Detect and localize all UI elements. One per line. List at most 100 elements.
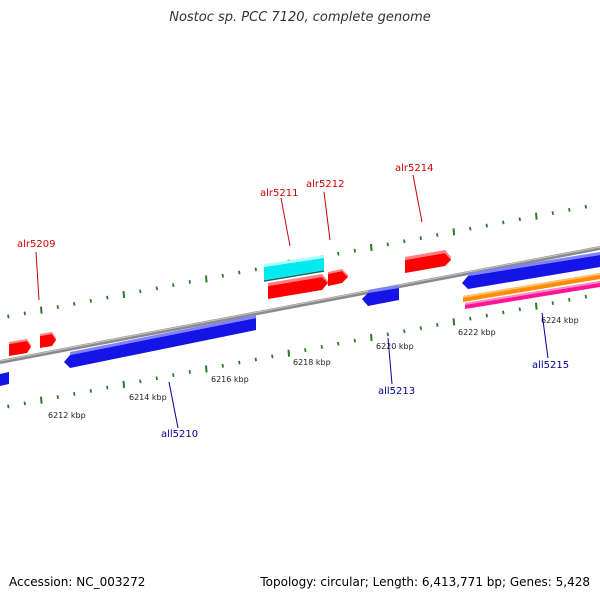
gene-label-alr5214[interactable]: alr5214 bbox=[395, 163, 433, 174]
scale-label: 6214 kbp bbox=[129, 393, 167, 402]
gene-labels: alr5209 all5210 alr5211 alr5212 all5213 … bbox=[17, 163, 569, 440]
minor-tick bbox=[436, 323, 439, 327]
minor-tick bbox=[221, 273, 224, 278]
minor-tick bbox=[155, 376, 158, 381]
minor-tick bbox=[139, 379, 142, 384]
gene-label-leaders bbox=[35, 174, 549, 429]
minor-tick bbox=[403, 239, 406, 244]
major-tick bbox=[40, 306, 43, 314]
gene-feature-all5210[interactable] bbox=[64, 315, 256, 368]
minor-tick bbox=[73, 392, 76, 396]
minor-tick bbox=[188, 280, 191, 284]
minor-tick bbox=[106, 385, 109, 390]
minor-tick bbox=[436, 233, 439, 237]
gene-feature-alr5211[interactable] bbox=[263, 255, 325, 282]
gene-feature-alr5212[interactable] bbox=[268, 274, 328, 299]
minor-tick bbox=[188, 370, 191, 374]
minor-tick bbox=[403, 329, 406, 334]
gene-label-all5210[interactable]: all5210 bbox=[161, 429, 198, 440]
scale-label: 6212 kbp bbox=[48, 411, 86, 420]
scale-label: 6224 kbp bbox=[541, 316, 579, 325]
minor-tick bbox=[353, 338, 356, 343]
major-tick bbox=[535, 302, 538, 310]
major-tick bbox=[122, 290, 126, 299]
minor-tick bbox=[419, 326, 422, 331]
gene-feature-alr5209[interactable] bbox=[40, 332, 56, 348]
minor-tick bbox=[320, 345, 323, 349]
scale-label: 6216 kbp bbox=[211, 375, 249, 384]
gene-feature-all5213[interactable] bbox=[362, 285, 399, 306]
minor-tick bbox=[584, 294, 587, 299]
gene-label-alr5209[interactable]: alr5209 bbox=[17, 239, 55, 250]
major-tick bbox=[452, 318, 456, 326]
minor-tick bbox=[238, 360, 241, 365]
minor-tick bbox=[73, 302, 76, 306]
scale-label: 6222 kbp bbox=[458, 328, 496, 337]
minor-tick bbox=[155, 286, 158, 291]
minor-tick bbox=[551, 301, 554, 305]
minor-tick bbox=[485, 223, 488, 228]
minor-tick bbox=[551, 211, 554, 215]
gene-label-alr5212[interactable]: alr5212 bbox=[306, 179, 344, 190]
minor-tick bbox=[139, 289, 142, 294]
minor-tick bbox=[485, 313, 488, 318]
minor-tick bbox=[56, 305, 59, 309]
minor-tick bbox=[271, 354, 274, 359]
gene-label-all5213[interactable]: all5213 bbox=[378, 386, 415, 397]
minor-tick bbox=[518, 217, 521, 222]
minor-tick bbox=[23, 311, 26, 316]
major-tick bbox=[122, 380, 126, 389]
gene-feature-red-small[interactable] bbox=[328, 269, 348, 286]
minor-tick bbox=[337, 251, 340, 256]
gene-label-alr5211[interactable]: alr5211 bbox=[260, 188, 298, 199]
minor-tick bbox=[254, 267, 257, 272]
major-tick bbox=[205, 275, 208, 283]
minor-tick bbox=[238, 270, 241, 275]
genome-backbone-highlight bbox=[0, 246, 600, 362]
gene-feature-magenta[interactable] bbox=[465, 281, 600, 309]
minor-tick bbox=[353, 248, 356, 253]
minor-tick bbox=[386, 242, 389, 247]
minor-tick bbox=[172, 283, 175, 288]
gene-feature-orange[interactable] bbox=[463, 273, 600, 302]
scale-label: 6220 kbp bbox=[376, 342, 414, 351]
map-title: Nostoc sp. PCC 7120, complete genome bbox=[169, 10, 431, 25]
scale-labels: 6212 kbp 6214 kbp 6216 kbp 6218 kbp 6220… bbox=[48, 316, 579, 420]
gene-feature-blue-partial[interactable] bbox=[0, 372, 9, 386]
minor-tick bbox=[254, 357, 257, 362]
minor-tick bbox=[89, 298, 92, 303]
minor-tick bbox=[106, 295, 109, 300]
minor-tick bbox=[518, 307, 521, 312]
minor-tick bbox=[386, 332, 389, 337]
minor-tick bbox=[89, 388, 92, 393]
gene-feature-red[interactable] bbox=[9, 339, 31, 356]
minor-tick bbox=[56, 395, 59, 399]
gene-label-all5215[interactable]: all5215 bbox=[532, 360, 569, 371]
forward-tick-track bbox=[7, 204, 587, 319]
major-tick bbox=[452, 228, 456, 236]
minor-tick bbox=[7, 314, 10, 319]
minor-tick bbox=[7, 404, 10, 409]
minor-tick bbox=[568, 207, 571, 212]
minor-tick bbox=[304, 348, 307, 352]
major-tick bbox=[287, 349, 291, 357]
major-tick bbox=[370, 243, 373, 252]
minor-tick bbox=[584, 204, 587, 209]
accession-text: Accession: NC_003272 bbox=[9, 575, 146, 589]
minor-tick bbox=[568, 297, 571, 302]
major-tick bbox=[535, 212, 538, 220]
genome-backbone bbox=[0, 246, 600, 364]
scale-label: 6218 kbp bbox=[293, 358, 331, 367]
gene-feature-all5215[interactable] bbox=[462, 252, 600, 289]
minor-tick bbox=[419, 236, 422, 241]
major-tick bbox=[370, 333, 373, 342]
reverse-tick-track bbox=[7, 294, 587, 409]
minor-tick bbox=[502, 220, 505, 225]
minor-tick bbox=[221, 363, 224, 368]
gene-feature-alr5214[interactable] bbox=[405, 250, 451, 273]
minor-tick bbox=[172, 373, 175, 378]
minor-tick bbox=[469, 226, 472, 231]
minor-tick bbox=[502, 310, 505, 315]
minor-tick bbox=[23, 401, 26, 406]
